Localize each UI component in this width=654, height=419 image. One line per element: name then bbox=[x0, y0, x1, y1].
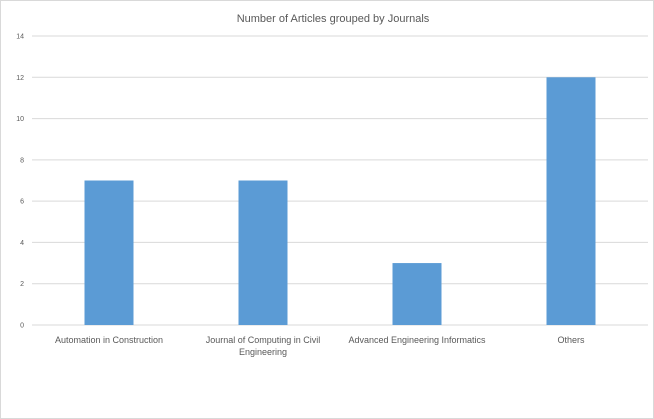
y-tick-label: 6 bbox=[20, 199, 24, 206]
bar-2 bbox=[238, 180, 288, 325]
x-category-label: Automation in Construction bbox=[55, 335, 163, 345]
y-tick-label: 12 bbox=[16, 75, 24, 82]
y-tick-label: 2 bbox=[20, 281, 24, 288]
bar-4 bbox=[546, 77, 596, 326]
y-axis-ticks: 0 2 4 6 8 10 12 14 bbox=[16, 34, 24, 330]
y-tick-label: 8 bbox=[20, 157, 24, 164]
y-tick-label: 4 bbox=[20, 240, 24, 247]
y-tick-label: 14 bbox=[16, 34, 24, 41]
y-tick-label: 10 bbox=[16, 116, 24, 123]
bar-1 bbox=[84, 180, 134, 325]
x-category-label: Journal of Computing in Civil bbox=[206, 335, 321, 345]
gridlines bbox=[32, 35, 648, 326]
y-tick-label: 0 bbox=[20, 323, 24, 330]
x-category-label: Others bbox=[557, 335, 585, 345]
x-category-label: Engineering bbox=[239, 347, 287, 357]
x-category-label: Advanced Engineering Informatics bbox=[348, 335, 486, 345]
bar-3 bbox=[392, 263, 442, 325]
chart-title: Number of Articles grouped by Journals bbox=[237, 13, 430, 25]
x-axis-labels: Automation in Construction Journal of Com… bbox=[55, 335, 585, 357]
bars bbox=[84, 77, 596, 326]
